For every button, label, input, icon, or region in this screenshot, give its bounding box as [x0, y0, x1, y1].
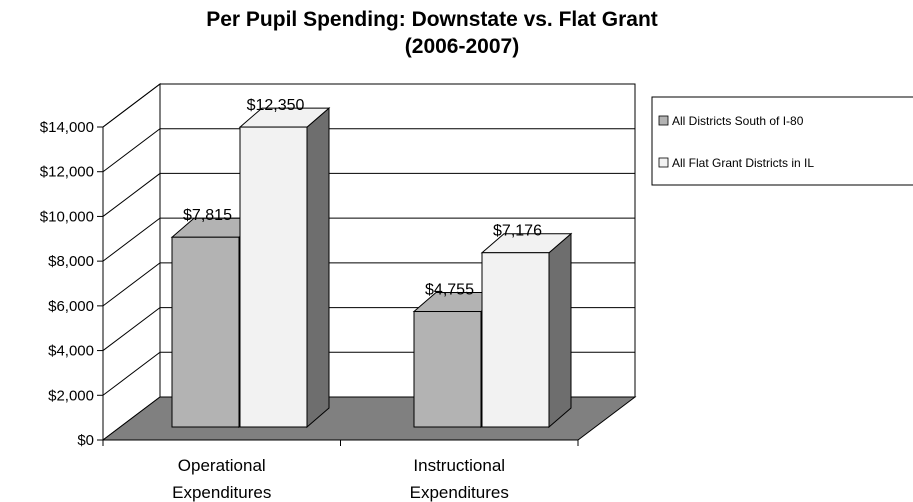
category-label: Instructional [413, 456, 505, 475]
data-label: $7,176 [493, 223, 542, 240]
legend-swatch-0 [658, 115, 669, 126]
data-labels: $7,815 $12,350 $4,755 $7,176 [183, 97, 542, 298]
legend-label-1: All Flat Grant Districts in IL [672, 156, 814, 170]
y-axis: $0 $2,000 $4,000 $6,000 $8,000 $10,000 $12,000… [40, 119, 104, 449]
y-tick-label: $8,000 [48, 253, 94, 270]
chart-subtitle: (2006-2007) [405, 35, 519, 58]
legend-box [651, 96, 913, 186]
chart-title: Per Pupil Spending: Downstate vs. Flat G… [206, 8, 658, 31]
data-label: $12,350 [247, 97, 305, 114]
legend: All Districts South of I-80 All Flat Gra… [651, 96, 913, 186]
data-label: $4,755 [425, 282, 474, 299]
bars [170, 106, 573, 429]
y-tick-label: $14,000 [40, 119, 94, 136]
bar-side [306, 106, 330, 429]
data-label: $7,815 [183, 207, 232, 224]
gridline [102, 83, 635, 128]
y-tick-label: $4,000 [48, 343, 94, 360]
bar [171, 236, 240, 428]
bar [239, 126, 308, 428]
gridline [102, 128, 635, 173]
gridlines [102, 83, 635, 396]
bar [413, 311, 482, 428]
gridline [102, 217, 635, 262]
y-tick-label: $6,000 [48, 298, 94, 315]
gridline [102, 172, 635, 217]
category-label: Operational [178, 456, 266, 475]
legend-swatch-1 [658, 157, 669, 168]
y-tick-label: $12,000 [40, 164, 94, 181]
bar-side [548, 232, 572, 429]
y-tick-label: $10,000 [40, 208, 94, 225]
category-label: Expenditures [172, 483, 271, 502]
side-wall [102, 82, 161, 442]
x-axis: Operational Expenditures Instructional Expe… [102, 439, 579, 502]
legend-label-0: All Districts South of I-80 [672, 114, 804, 128]
bar [481, 252, 550, 428]
gridline [102, 262, 635, 307]
category-label: Expenditures [410, 483, 509, 502]
y-tick-label: $2,000 [48, 387, 94, 404]
y-tick-label: $0 [77, 432, 94, 449]
